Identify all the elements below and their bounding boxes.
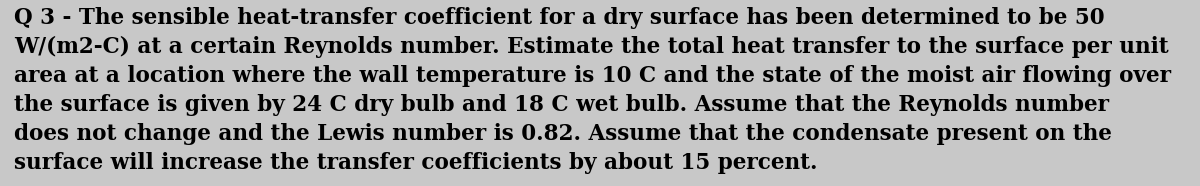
Text: does not change and the Lewis number is 0.82. Assume that the condensate present: does not change and the Lewis number is … [14,123,1112,145]
Text: area at a location where the wall temperature is 10 C and the state of the moist: area at a location where the wall temper… [14,65,1171,87]
Text: Q 3 - The sensible heat-transfer coefficient for a dry surface has been determin: Q 3 - The sensible heat-transfer coeffic… [14,7,1105,29]
Text: the surface is given by 24 C dry bulb and 18 C wet bulb. Assume that the Reynold: the surface is given by 24 C dry bulb an… [14,94,1110,116]
Text: W/(m2-C) at a certain Reynolds number. Estimate the total heat transfer to the s: W/(m2-C) at a certain Reynolds number. E… [14,36,1169,58]
Text: surface will increase the transfer coefficients by about 15 percent.: surface will increase the transfer coeff… [14,152,818,174]
